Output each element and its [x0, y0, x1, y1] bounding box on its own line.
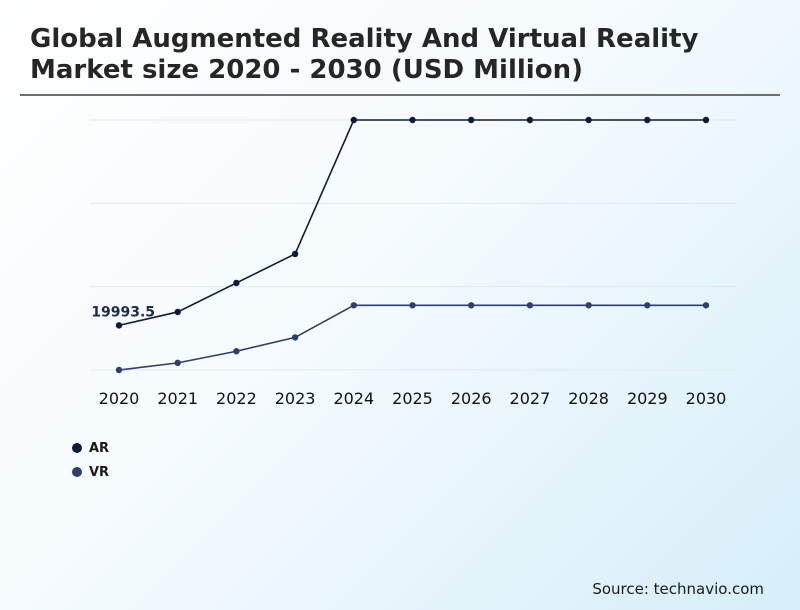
data-point-vr-2029 — [644, 302, 651, 309]
data-point-ar-2026 — [468, 116, 475, 124]
x-tick-label: 2030 — [686, 389, 727, 408]
legend-label: VR — [89, 464, 110, 480]
data-point-vr-2022 — [233, 348, 240, 355]
data-point-vr-2023 — [291, 334, 299, 341]
data-point-ar-2021 — [174, 308, 181, 316]
data-point-vr-2021 — [174, 359, 181, 367]
source-credit: Source: technavio.com — [592, 580, 764, 598]
x-tick-label: 2024 — [333, 389, 374, 408]
data-point-vr-2026 — [468, 302, 475, 309]
data-point-ar-2024 — [350, 116, 357, 124]
legend-label: AR — [89, 440, 110, 456]
data-point-ar-2030 — [702, 116, 710, 124]
data-point-ar-2022 — [233, 279, 240, 287]
legend-swatch — [72, 467, 82, 477]
data-point-vr-2020 — [115, 366, 123, 374]
chart-title: Global Augmented Reality And Virtual Rea… — [30, 24, 699, 85]
x-tick-label: 2027 — [510, 389, 551, 408]
legend-item-vr: VR — [72, 460, 109, 484]
data-point-vr-2024 — [350, 302, 357, 309]
data-point-vr-2030 — [702, 302, 710, 309]
x-tick-label: 2020 — [99, 389, 140, 408]
x-tick-label: 2022 — [216, 389, 257, 408]
data-point-ar-2023 — [291, 250, 299, 258]
data-point-ar-2020 — [115, 322, 123, 329]
x-tick-label: 2028 — [568, 389, 609, 408]
data-point-ar-2025 — [409, 116, 416, 124]
legend-item-ar: AR — [72, 436, 109, 460]
x-tick-label: 2025 — [392, 389, 433, 408]
x-tick-label: 2026 — [451, 389, 492, 408]
data-point-ar-2029 — [644, 116, 651, 124]
data-point-vr-2028 — [585, 302, 592, 309]
legend-swatch — [72, 443, 82, 453]
data-label: 19993.5 — [91, 304, 155, 320]
x-tick-label: 2021 — [157, 389, 198, 408]
x-tick-label: 2029 — [627, 389, 668, 408]
data-point-ar-2028 — [585, 116, 592, 124]
x-tick-label: 2023 — [275, 389, 316, 408]
series-line-ar — [118, 119, 706, 327]
data-point-vr-2027 — [526, 302, 534, 309]
data-point-vr-2025 — [409, 302, 416, 309]
series-line-vr — [118, 304, 706, 371]
legend: AR VR — [72, 436, 109, 484]
data-point-ar-2027 — [526, 116, 534, 124]
title-divider — [20, 94, 780, 96]
